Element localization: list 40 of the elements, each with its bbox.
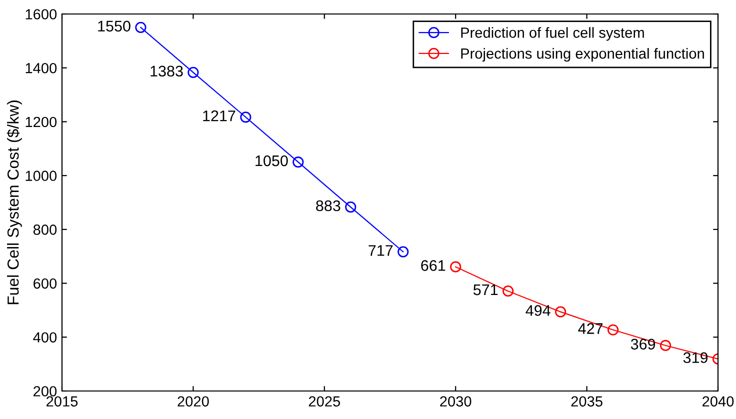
x-tick-label: 2040 (702, 396, 734, 407)
y-tick-label: 800 (33, 224, 57, 235)
point (660, 340, 672, 352)
data-label: 494 (526, 305, 550, 316)
y-tick-label: 1600 (26, 9, 57, 20)
point (240, 112, 252, 123)
legend-label: Projections using exponential function (461, 48, 704, 62)
y-axis-title: Fuel Cell System Cost ($/kw) (6, 100, 22, 304)
data-label: 319 (683, 352, 708, 364)
point (135, 22, 146, 34)
data-label: 883 (316, 200, 340, 212)
point (555, 306, 566, 318)
point (188, 66, 199, 78)
y-tick-label: 1400 (26, 62, 57, 74)
x-tick-label: 2015 (46, 396, 78, 407)
y-tick-label: 400 (33, 332, 57, 343)
x-tick-label: 2025 (308, 396, 340, 407)
point (345, 202, 356, 213)
data-label: 717 (368, 245, 393, 256)
data-label: 661 (421, 260, 446, 271)
data-label: 1383 (150, 66, 183, 77)
y-tick-label: 1000 (26, 170, 57, 181)
y-tick-label: 200 (34, 386, 57, 396)
data-label: 571 (473, 284, 498, 296)
data-label: 369 (630, 338, 656, 350)
data-label: 427 (578, 323, 603, 334)
data-label: 1050 (256, 155, 288, 166)
data-label: 1217 (203, 110, 236, 122)
point (292, 156, 304, 168)
y-tick-label: 1200 (26, 116, 57, 128)
point (450, 261, 462, 272)
x-tick-label: 2030 (440, 396, 472, 407)
point (398, 246, 409, 258)
legend-label: Prediction of fuel cell system (461, 27, 644, 41)
x-tick-label: 2020 (178, 396, 209, 407)
y-tick-label: 600 (34, 278, 57, 289)
point (607, 324, 619, 336)
data-label: 1550 (98, 20, 130, 32)
point (502, 286, 514, 297)
x-tick-label: 2035 (571, 396, 602, 407)
